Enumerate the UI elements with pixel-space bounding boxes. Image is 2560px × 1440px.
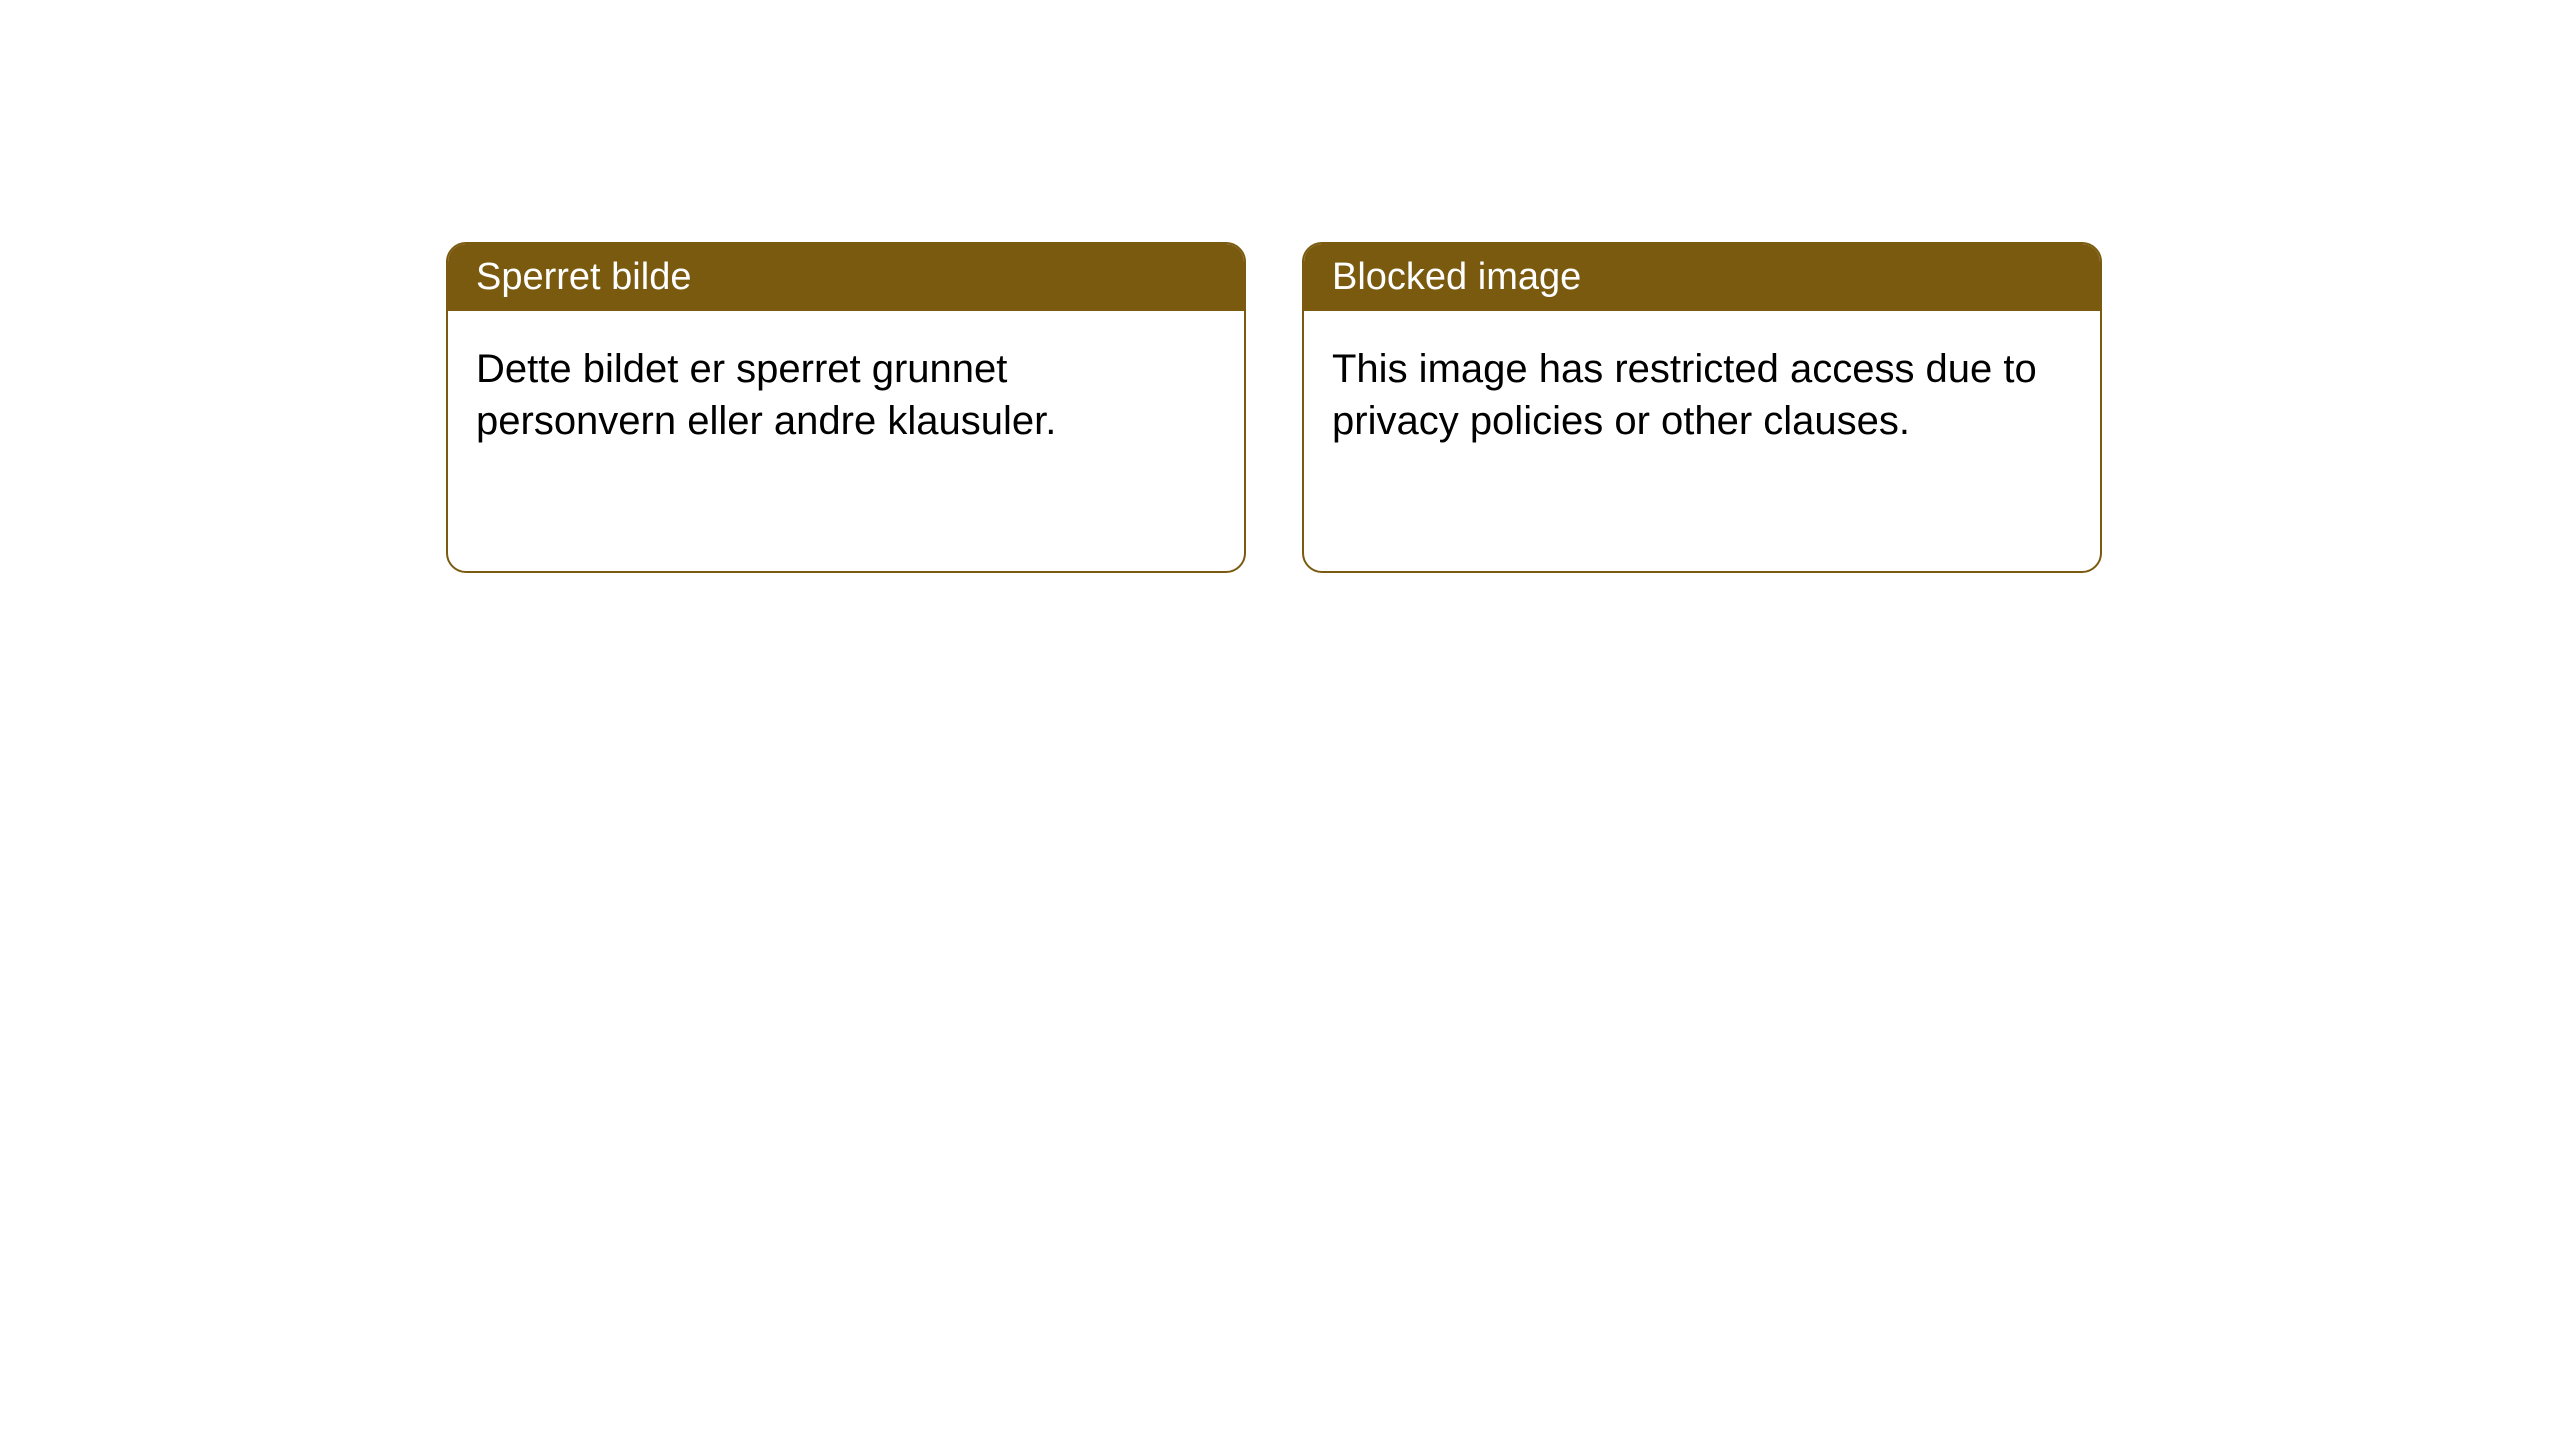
notice-card-norwegian: Sperret bilde Dette bildet er sperret gr…: [446, 242, 1246, 573]
notice-body: This image has restricted access due to …: [1304, 311, 2100, 571]
notice-message: This image has restricted access due to …: [1332, 347, 2037, 443]
notice-body: Dette bildet er sperret grunnet personve…: [448, 311, 1244, 571]
notice-title: Blocked image: [1332, 256, 1581, 298]
notice-card-english: Blocked image This image has restricted …: [1302, 242, 2102, 573]
notice-title: Sperret bilde: [476, 256, 691, 298]
notice-container: Sperret bilde Dette bildet er sperret gr…: [446, 242, 2102, 573]
notice-header: Sperret bilde: [448, 244, 1244, 311]
notice-header: Blocked image: [1304, 244, 2100, 311]
notice-message: Dette bildet er sperret grunnet personve…: [476, 347, 1056, 443]
